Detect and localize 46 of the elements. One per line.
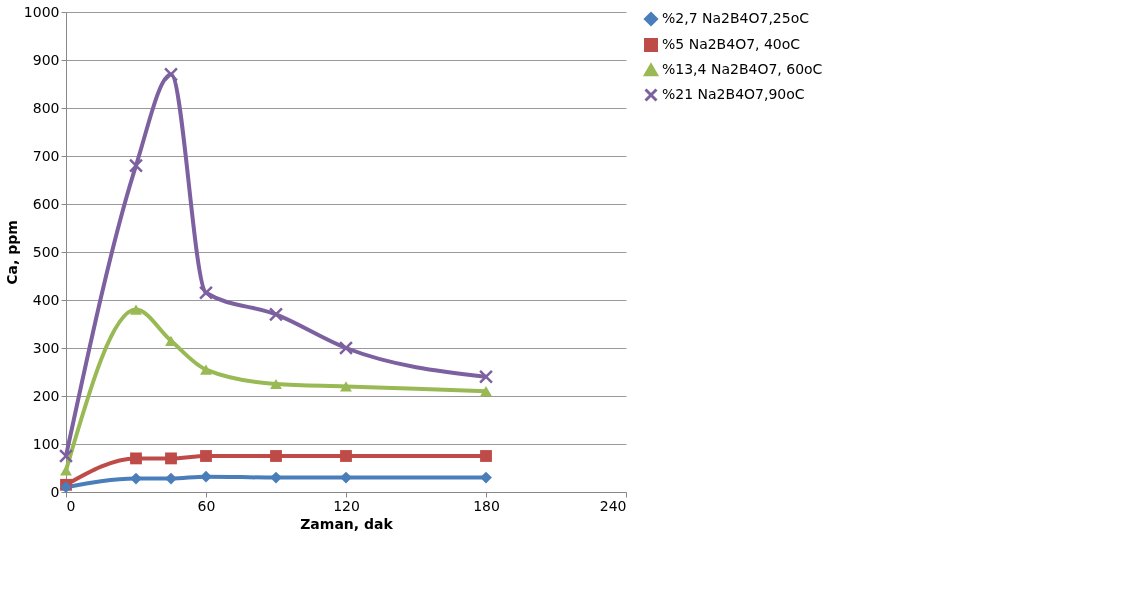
- point: [270, 450, 282, 462]
- legend-label: %5 Na2B4O7, 40oC: [662, 36, 801, 52]
- y-tick-label: 400: [32, 291, 60, 308]
- point: [130, 304, 142, 315]
- point: [340, 471, 352, 484]
- point: [165, 452, 177, 465]
- y-tick-label: 1000: [23, 3, 60, 20]
- y-tick-label: 200: [32, 387, 60, 404]
- x-tick-label: 60: [197, 497, 216, 514]
- x-tick-label: 240: [599, 497, 627, 514]
- x-tick-label: 0: [66, 497, 76, 514]
- y-tick-label: 500: [32, 243, 60, 260]
- point: [340, 381, 352, 392]
- point: [128, 158, 144, 173]
- legend-label: %13,4 Na2B4O7, 60oC: [662, 61, 823, 77]
- y-tick-label: 900: [32, 51, 60, 68]
- point: [338, 340, 354, 356]
- point: [200, 450, 212, 462]
- point: [163, 67, 179, 82]
- point: [480, 471, 492, 484]
- x-tick-label: 120: [333, 497, 360, 514]
- y-tick-label: 700: [32, 147, 60, 164]
- point: [200, 364, 212, 375]
- legend-label: %2,7 Na2B4O7,25oC: [662, 10, 810, 26]
- point: [340, 450, 352, 462]
- y-tick-label: 300: [32, 339, 60, 356]
- point: [480, 386, 492, 397]
- point: [478, 369, 494, 384]
- point: [60, 465, 72, 476]
- point: [270, 471, 282, 484]
- point: [130, 472, 142, 485]
- point: [268, 307, 284, 322]
- y-axis-title: Ca, ppm: [3, 220, 20, 285]
- x-tick-label: 180: [473, 497, 500, 514]
- point: [165, 472, 177, 485]
- y-tick-label: 100: [32, 435, 60, 452]
- point: [130, 452, 142, 465]
- point: [270, 378, 282, 390]
- point: [58, 448, 74, 464]
- point: [198, 285, 214, 300]
- point: [480, 450, 492, 462]
- y-tick-label: 800: [32, 99, 60, 116]
- x-axis-title: Zaman, dak: [300, 515, 394, 532]
- y-tick-label: 600: [32, 195, 60, 212]
- legend-label: %21 Na2B4O7,90oC: [662, 86, 805, 102]
- y-tick-label: 0: [50, 483, 60, 500]
